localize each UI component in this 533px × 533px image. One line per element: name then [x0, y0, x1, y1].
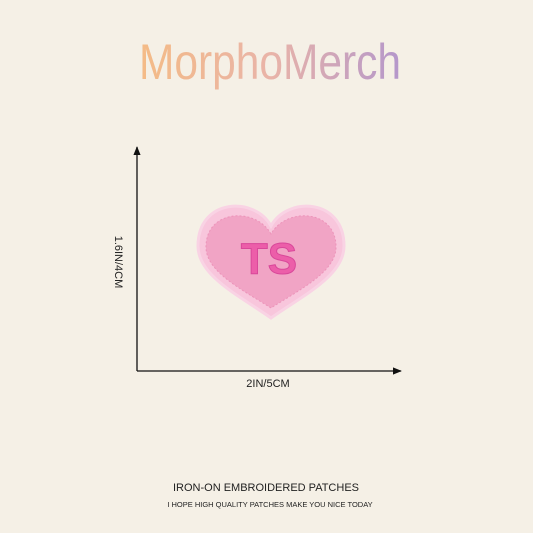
- patch-text: TS: [241, 235, 297, 284]
- heart-patch: TS: [196, 204, 346, 320]
- brand-logo: MorphoMerch: [139, 34, 401, 90]
- width-label: 2IN/5CM: [246, 378, 289, 390]
- footer-title: IRON-ON EMBROIDERED PATCHES: [173, 482, 359, 494]
- footer-subtitle: I HOPE HIGH QUALITY PATCHES MAKE YOU NIC…: [167, 500, 372, 509]
- height-label: 1.6IN/4CM: [112, 236, 124, 289]
- heart-fill: [205, 215, 337, 309]
